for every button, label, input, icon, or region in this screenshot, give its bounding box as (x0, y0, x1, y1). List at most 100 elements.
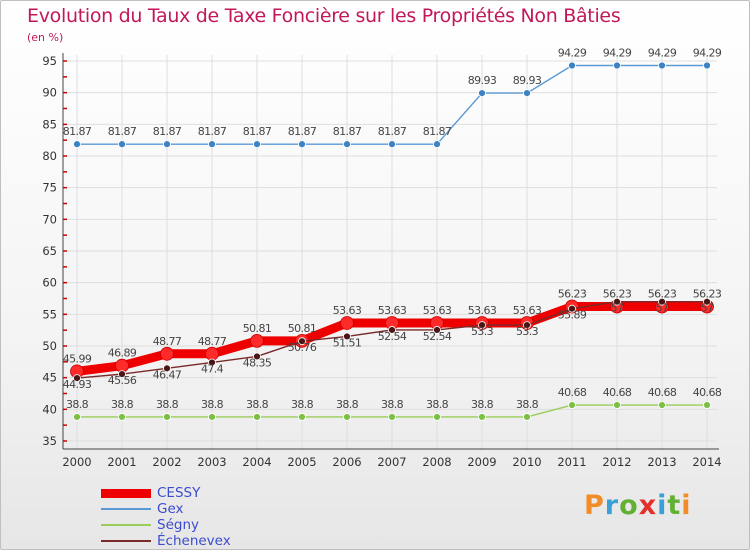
data-label-gex: 94.29 (603, 46, 632, 59)
x-tick-label: 2008 (422, 455, 451, 469)
data-label-cessy: 48.77 (198, 335, 227, 348)
y-tick-label: 90 (42, 86, 57, 100)
y-tick-label: 85 (42, 117, 57, 131)
data-point-segny (73, 413, 81, 421)
data-label-gex: 81.87 (63, 125, 92, 138)
x-tick-label: 2012 (602, 455, 631, 469)
x-tick-label: 2003 (197, 455, 226, 469)
data-label-echenevex: 57 (701, 302, 714, 315)
data-label-echenevex: 46.47 (153, 368, 182, 381)
data-label-echenevex: 52.54 (378, 330, 407, 343)
legend-swatch (101, 508, 151, 510)
data-point-echenevex (388, 326, 396, 334)
data-point-segny (478, 413, 486, 421)
data-label-cessy: 53.63 (513, 304, 542, 317)
legend-label: CESSY (157, 485, 201, 501)
data-point-segny (523, 413, 531, 421)
data-point-echenevex (658, 297, 666, 306)
data-point-gex (73, 140, 81, 149)
data-point-segny (118, 413, 126, 421)
data-point-echenevex (298, 337, 306, 346)
data-label-echenevex: 57 (656, 302, 669, 315)
data-label-cessy: 53.63 (333, 304, 362, 317)
data-label-gex: 81.87 (288, 125, 317, 138)
y-tick-label: 40 (42, 402, 57, 416)
x-tick-label: 2002 (152, 455, 181, 469)
x-tick-label: 2006 (332, 455, 361, 469)
data-point-segny (568, 401, 576, 409)
data-label-cessy: 56.23 (603, 288, 632, 301)
data-point-cessy (250, 333, 264, 348)
data-point-gex (433, 140, 441, 149)
data-point-echenevex (613, 297, 621, 306)
x-tick-label: 2010 (512, 455, 541, 469)
logo-letter: i (681, 490, 692, 521)
data-point-cessy (340, 316, 354, 330)
data-label-segny: 40.68 (648, 386, 677, 399)
data-label-echenevex: 47.4 (201, 362, 224, 375)
x-tick-label: 2001 (107, 455, 136, 469)
legend-item: Échenevex (101, 533, 271, 549)
data-label-echenevex: 50.76 (288, 341, 317, 354)
data-label-cessy: 48.77 (153, 335, 182, 348)
y-axis-unit-label: (en %) (27, 31, 64, 44)
data-label-cessy: 53.63 (423, 304, 452, 317)
data-point-gex (523, 89, 531, 98)
data-label-echenevex: 55.89 (558, 309, 587, 322)
legend-item: CESSY (101, 485, 271, 501)
data-label-segny: 38.8 (111, 398, 134, 411)
y-tick-label: 75 (42, 181, 57, 195)
data-point-echenevex (433, 326, 441, 334)
data-label-segny: 38.8 (156, 398, 179, 411)
legend-label: Gex (157, 501, 184, 517)
data-label-gex: 81.87 (108, 125, 137, 138)
data-point-echenevex (118, 370, 126, 379)
data-label-gex: 81.87 (378, 125, 407, 138)
logo-letter: r (604, 490, 620, 521)
data-point-cessy (160, 346, 174, 361)
data-point-gex (163, 140, 171, 149)
logo-letter: o (619, 490, 639, 521)
chart-title: Evolution du Taux de Taxe Foncière sur l… (27, 5, 621, 27)
y-tick-label: 95 (42, 54, 57, 68)
proxiti-logo: Proxiti (584, 490, 692, 521)
data-label-gex: 81.87 (153, 125, 182, 138)
data-point-segny (298, 413, 306, 421)
data-point-gex (208, 140, 216, 149)
x-tick-label: 2014 (692, 455, 721, 469)
data-label-segny: 40.68 (558, 386, 587, 399)
data-point-echenevex (73, 374, 81, 383)
data-point-echenevex (208, 358, 216, 367)
legend: CESSY Gex Ségny Échenevex (101, 485, 271, 549)
data-label-segny: 38.8 (516, 398, 539, 411)
data-label-segny: 40.68 (603, 386, 632, 399)
data-label-echenevex: 57 (611, 302, 624, 315)
data-point-echenevex (523, 321, 531, 330)
data-point-gex (253, 140, 261, 149)
legend-label: Ségny (157, 517, 199, 533)
data-label-gex: 89.93 (468, 74, 497, 87)
x-tick-label: 2007 (377, 455, 406, 469)
data-point-gex (118, 140, 126, 149)
data-point-echenevex (253, 352, 261, 361)
data-label-echenevex: 53.3 (516, 325, 539, 338)
y-tick-label: 80 (42, 149, 57, 163)
data-point-echenevex (478, 321, 486, 330)
x-tick-label: 2011 (557, 455, 586, 469)
data-label-segny: 38.8 (426, 398, 449, 411)
data-point-gex (613, 61, 621, 70)
logo-letter: i (657, 490, 668, 521)
data-point-gex (703, 61, 711, 70)
data-label-segny: 38.8 (381, 398, 404, 411)
x-tick-label: 2005 (287, 455, 316, 469)
data-point-segny (433, 413, 441, 421)
data-label-segny: 38.8 (291, 398, 314, 411)
data-label-cessy: 46.89 (108, 347, 137, 360)
data-point-segny (388, 413, 396, 421)
data-label-cessy: 56.23 (648, 288, 677, 301)
y-tick-label: 70 (42, 212, 57, 226)
data-label-gex: 94.29 (648, 46, 677, 59)
data-label-segny: 38.8 (66, 398, 89, 411)
